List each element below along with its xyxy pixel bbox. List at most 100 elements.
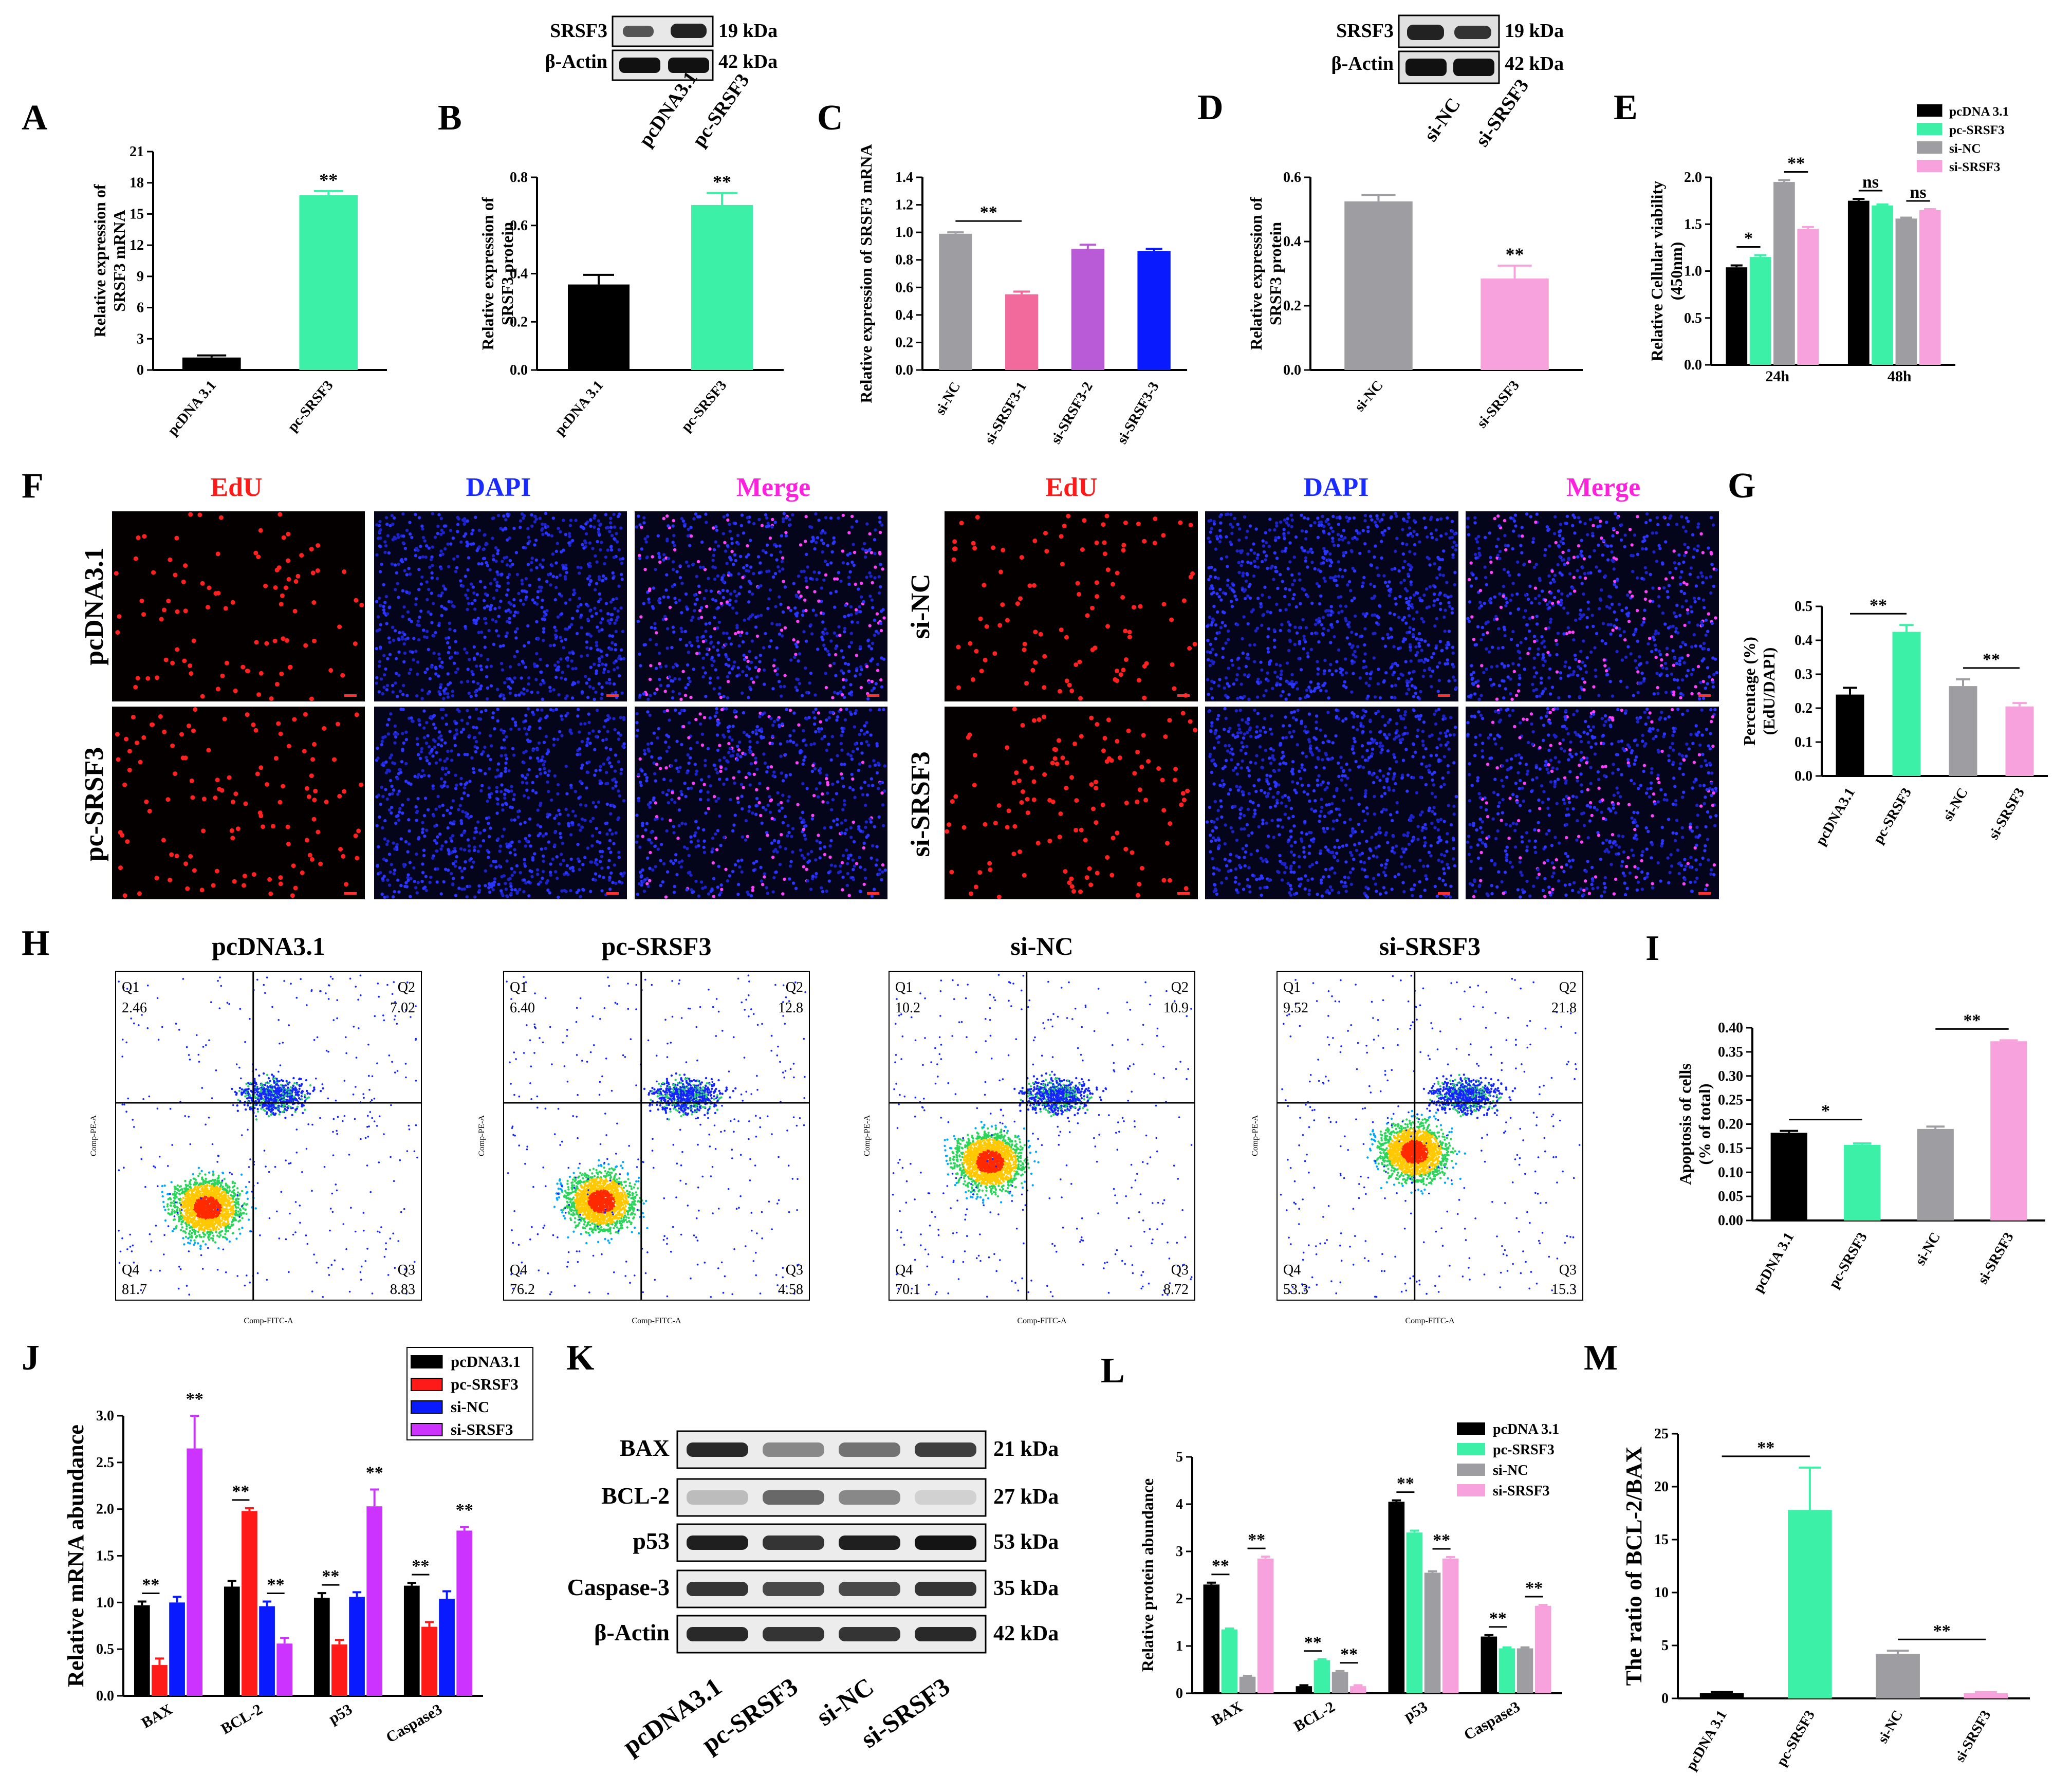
cell-nucleus [760,524,764,527]
cell-nucleus [563,575,567,579]
cell-nucleus [868,532,872,536]
cell-nucleus [1307,852,1311,855]
cell-nucleus [718,744,721,747]
cell-nucleus [580,766,583,770]
cell-nucleus [505,845,509,848]
cell-nucleus [1344,671,1348,675]
cell-nucleus [1226,578,1230,582]
cell-nucleus [1126,728,1131,733]
cell-nucleus [757,517,761,522]
cell-nucleus [446,808,449,812]
cell-nucleus [757,728,762,732]
cell-nucleus [580,817,584,821]
cell-nucleus [1027,583,1032,588]
cell-nucleus [686,753,690,757]
cell-nucleus [720,887,724,892]
cell-nucleus [1031,779,1037,784]
cell-nucleus [583,856,587,859]
cell-nucleus [522,890,526,894]
cell-nucleus [824,672,827,675]
cell-nucleus [398,810,401,814]
cell-nucleus [378,660,382,663]
cell-nucleus [724,653,728,657]
cell-nucleus [801,762,805,766]
cell-nucleus [699,606,704,609]
cell-nucleus [466,607,469,612]
cell-nucleus [619,606,623,610]
cell-nucleus [826,650,830,653]
cell-nucleus [571,683,575,687]
micro-header-edu: EdU [210,473,262,502]
cell-nucleus [729,573,733,577]
cell-nucleus [377,793,380,797]
cell-nucleus [504,882,507,885]
cell-nucleus [427,546,431,550]
cell-nucleus [1318,602,1322,606]
cell-nucleus [779,550,783,554]
cell-nucleus [579,614,583,617]
cell-nucleus [417,719,421,723]
cell-nucleus [797,590,801,594]
cell-nucleus [473,848,476,853]
cell-nucleus [1168,878,1172,883]
cell-nucleus [406,610,410,614]
cell-nucleus [1225,555,1229,559]
cell-nucleus [654,836,658,840]
cell-nucleus [1267,596,1271,599]
cell-nucleus [553,663,557,667]
cell-nucleus [1102,551,1107,557]
cell-nucleus [1451,545,1455,549]
cell-nucleus [448,681,452,685]
cell-nucleus [1298,697,1302,700]
cell-nucleus [466,709,469,713]
cell-nucleus [613,621,617,625]
cell-nucleus [501,560,504,563]
cell-nucleus [482,599,486,603]
cell-nucleus [675,766,679,770]
cell-nucleus [1217,595,1221,599]
cell-nucleus [503,681,507,684]
cell-nucleus [430,571,434,575]
cell-nucleus [821,890,825,894]
cell-nucleus [672,831,676,835]
cell-nucleus [395,843,399,846]
cell-nucleus [1439,785,1443,789]
cell-nucleus [673,548,677,552]
cell-nucleus [825,632,829,635]
cell-nucleus [1229,513,1233,516]
cell-nucleus [388,640,392,644]
cell-nucleus [778,725,782,729]
cell-nucleus [1272,628,1276,632]
cell-nucleus [391,690,395,694]
cell-nucleus [608,716,612,720]
cell-nucleus [462,791,466,795]
cell-nucleus [509,884,513,889]
cell-nucleus [975,515,980,520]
cell-nucleus [1375,742,1379,745]
cell-nucleus [779,684,783,689]
cell-nucleus [493,578,497,581]
cell-nucleus [499,754,503,757]
cell-nucleus [1227,667,1230,670]
cell-nucleus [741,670,745,674]
cell-nucleus [527,535,530,539]
cell-nucleus [445,757,449,761]
cell-nucleus [823,531,827,535]
cell-nucleus [455,732,459,736]
cell-nucleus [408,572,412,576]
cell-nucleus [1227,638,1230,641]
cell-nucleus [708,621,712,625]
cell-nucleus [775,673,779,676]
cell-nucleus [1240,549,1244,553]
cell-nucleus [670,645,674,650]
cell-nucleus [455,855,458,859]
cell-nucleus [732,823,736,827]
cell-nucleus [544,511,548,515]
cell-nucleus [138,760,143,765]
cell-nucleus [739,524,744,527]
cell-nucleus [553,817,557,820]
cell-nucleus [1334,669,1338,673]
cell-nucleus [841,513,845,517]
cell-nucleus [689,840,693,844]
cell-nucleus [595,669,599,673]
